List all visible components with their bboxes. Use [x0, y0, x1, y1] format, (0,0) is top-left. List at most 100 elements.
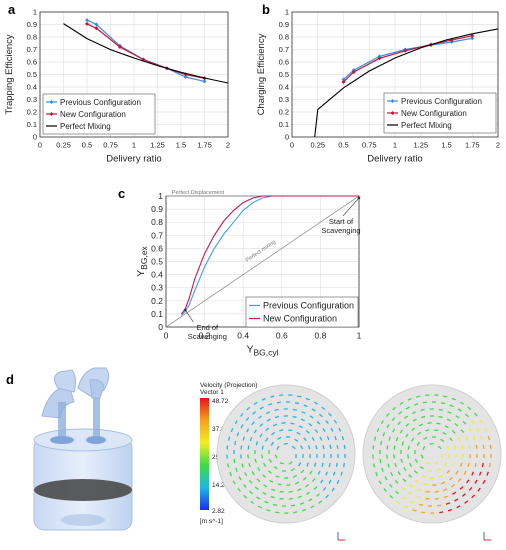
x-tick-label: 2: [496, 141, 500, 150]
data-point: [341, 80, 346, 84]
velocity-arrow: [373, 436, 377, 441]
velocity-arrow: [457, 408, 462, 412]
legend-entry: Previous Configuration: [60, 98, 141, 107]
x-axis-label-subscript: BG,cyl: [253, 348, 278, 358]
velocity-arrow: [251, 421, 255, 426]
y-tick-label: 0.3: [151, 283, 163, 293]
y-tick-label: 0.9: [279, 20, 289, 29]
velocity-arrow: [233, 458, 236, 464]
velocity-arrow: [372, 463, 376, 468]
velocity-arrow: [300, 469, 305, 474]
velocity-arrow: [266, 509, 271, 512]
velocity-arrow: [397, 421, 401, 426]
velocity-arrow: [338, 427, 342, 432]
velocity-arrow: [416, 395, 421, 398]
x-tick-label: 0.2: [199, 331, 211, 341]
legend-entry: Previous Configuration: [263, 301, 354, 311]
data-point: [377, 56, 382, 61]
x-tick-label: 0.25: [56, 141, 71, 150]
y-tick-label: 0.8: [151, 217, 163, 227]
x-tick-label: 1: [357, 331, 362, 341]
velocity-arrow: [438, 474, 443, 478]
velocity-arrow: [405, 423, 410, 427]
velocity-arrow: [455, 470, 459, 475]
velocity-arrow: [246, 406, 251, 411]
velocity-arrow: [452, 462, 456, 467]
data-point: [183, 75, 188, 79]
data-point: [202, 79, 207, 84]
y-axis-label: Charging Efficiency: [256, 33, 267, 115]
velocity-arrow: [385, 412, 390, 417]
velocity-arrow: [446, 418, 451, 422]
velocity-arrow: [382, 432, 386, 437]
y-tick-label: 0.6: [27, 58, 37, 67]
y-tick-label: 0.1: [279, 120, 289, 129]
velocity-arrow: [449, 404, 454, 408]
plot-frame: [39, 11, 229, 138]
legend-marker: [49, 100, 54, 104]
velocity-arrow: [378, 480, 382, 485]
velocity-arrow: [306, 491, 311, 495]
velocity-arrow: [453, 445, 457, 450]
velocity-arrow: [307, 445, 311, 450]
velocity-arrow: [487, 436, 491, 441]
velocity-arrow: [455, 415, 460, 419]
y-tick-label: 0.6: [279, 58, 289, 67]
velocity-arrow: [256, 478, 261, 483]
colorbar-subtitle: Vector 1: [200, 389, 224, 396]
velocity-arrow: [259, 433, 263, 438]
x-tick-label: 0.8: [314, 331, 326, 341]
velocity-arrow: [329, 444, 332, 450]
velocity-arrow: [451, 430, 456, 434]
velocity-arrow: [472, 436, 476, 441]
velocity-arrow: [477, 487, 481, 492]
velocity-arrow: [262, 462, 267, 467]
annotation-arrow: [185, 309, 194, 323]
velocity-arrow: [268, 458, 272, 463]
x-tick-label: 1: [393, 141, 397, 150]
legend-marker: [49, 112, 54, 116]
x-tick-label: 0.6: [276, 331, 288, 341]
legend-marker: [390, 99, 395, 103]
velocity-arrow: [478, 471, 482, 476]
velocity-arrow: [448, 476, 453, 481]
velocity-arrow: [234, 420, 238, 425]
velocity-arrow: [318, 413, 323, 418]
legend-entry: Perfect Mixing: [401, 121, 452, 130]
y-tick-label: 0.5: [151, 256, 163, 266]
velocity-arrow: [267, 403, 273, 406]
velocity-arrow: [261, 397, 266, 401]
y-axis-label-subscript: BG,ex: [139, 245, 149, 269]
velocity-arrow: [232, 480, 236, 485]
velocity-arrow: [263, 484, 268, 488]
velocity-arrow: [464, 413, 469, 418]
velocity-arrow: [440, 481, 446, 485]
velocity-arrow: [316, 420, 321, 425]
velocity-arrow: [270, 495, 275, 499]
y-tick-label: 0.8: [27, 33, 37, 42]
velocity-arrow: [259, 406, 264, 410]
velocity-arrow: [290, 504, 296, 507]
velocity-arrow: [386, 424, 390, 429]
velocity-arrow: [396, 500, 401, 505]
velocity-arrow: [412, 509, 417, 512]
x-tick-label: 0: [38, 141, 42, 150]
velocity-arrow: [238, 476, 242, 481]
velocity-arrow: [343, 462, 345, 468]
velocity-arrow: [444, 462, 448, 467]
velocity-arrow: [262, 474, 267, 478]
velocity-arrow: [489, 462, 491, 468]
velocity-arrow: [401, 441, 405, 446]
y-tick-label: 0.2: [279, 108, 289, 117]
velocity-arrow: [393, 454, 395, 459]
velocity-arrow: [409, 484, 414, 488]
velocity-arrow: [261, 454, 264, 459]
velocity-arrow: [459, 486, 464, 490]
velocity-arrow: [482, 479, 486, 485]
data-point: [94, 26, 99, 31]
velocity-arrow: [436, 504, 442, 507]
velocity-arrow: [412, 418, 417, 422]
velocity-arrow: [326, 436, 330, 441]
velocity-arrow: [317, 470, 321, 475]
velocity-arrow: [290, 422, 295, 425]
